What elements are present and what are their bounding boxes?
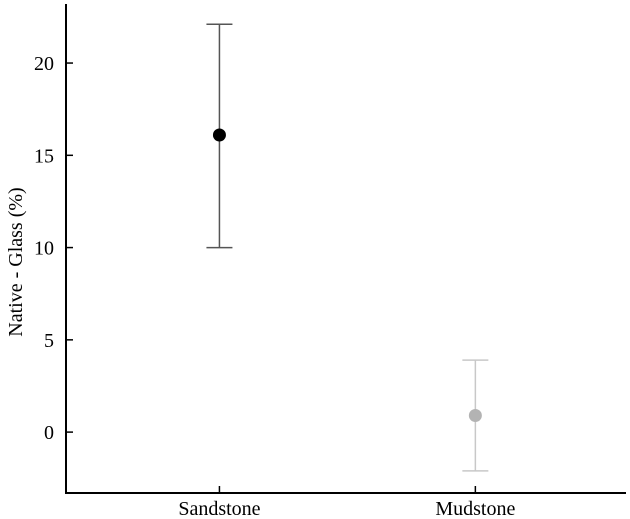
x-tick-label: Sandstone [178,498,260,519]
data-points [212,128,482,422]
axes [65,4,626,494]
y-tick-label: 5 [44,330,54,352]
y-tick-label: 10 [34,238,54,260]
y-ticks: 0 5 10 15 20 [34,53,73,444]
data-point [212,128,226,142]
x-ticks: Sandstone Mudstone [178,486,515,519]
errorbars [206,23,489,472]
data-point [468,408,482,422]
y-axis-title: Native - Glass (%) [5,187,27,336]
y-tick-label: 0 [44,422,54,444]
y-tick-label: 15 [34,145,54,167]
y-tick-label: 20 [34,53,54,75]
x-tick-label: Mudstone [435,498,515,519]
